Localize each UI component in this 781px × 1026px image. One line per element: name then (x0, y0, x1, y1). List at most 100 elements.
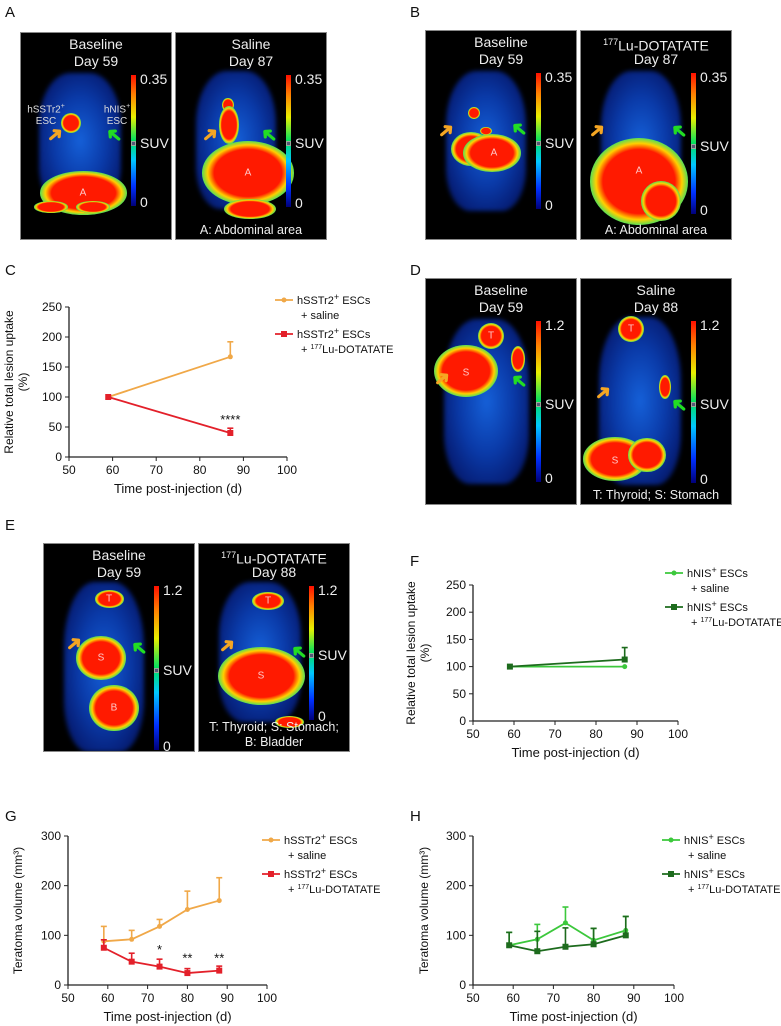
data-point (534, 948, 541, 955)
panel-caption: T: Thyroid; S: Stomach (592, 488, 720, 502)
scale-unit: SUV (163, 662, 192, 678)
x-tick-label: 50 (466, 727, 480, 741)
legend-text: Lu-DOTATATE (709, 884, 780, 896)
arrow-label-text: hNIS (103, 104, 127, 116)
scale-min: 0 (545, 197, 553, 213)
pet-image-panel-a-baseline: Baseline Day 59 A 0.35 SUV 0 ➜ ➜ hSSTr2+ ESC hNIS+… (20, 32, 172, 240)
uptake-hotspot (201, 141, 295, 205)
x-tick-label: 100 (277, 463, 297, 477)
series-line-lu_nis (509, 658, 625, 668)
color-scale-marker (536, 401, 541, 407)
superscript: + (708, 832, 713, 842)
uptake-hotspot (218, 106, 240, 144)
title-text: Baseline (474, 282, 528, 298)
legend-text: ESCs (326, 869, 358, 881)
panel-day: Day 87 (633, 51, 679, 67)
organ-label: S (97, 652, 105, 664)
superscript: + (711, 565, 716, 575)
title-text: Baseline (92, 547, 146, 563)
panel-title: Baseline (21, 36, 171, 53)
uptake-hotspot (75, 201, 111, 213)
title-text: Baseline (474, 34, 528, 50)
uptake-hotspot (434, 344, 498, 398)
data-point (621, 656, 628, 663)
legend-entry-line2: + saline (301, 310, 339, 322)
legend-entry-line1: hNIS+ ESCs (684, 866, 745, 881)
panel-caption: A: Abdominal area (199, 223, 303, 237)
legend-entry-line1: hNIS+ ESCs (687, 599, 748, 614)
title-text: Saline (636, 282, 676, 298)
superscript: + (321, 832, 326, 842)
data-point (562, 943, 569, 950)
y-axis-label: (%) (418, 644, 432, 663)
organ-label: S (257, 670, 265, 682)
color-scale-marker (131, 140, 136, 146)
legend-marker (268, 837, 274, 843)
organ-label: B (110, 702, 118, 714)
legend-text: ESCs (326, 835, 358, 847)
superscript: + (334, 326, 339, 336)
panel-title: Saline (176, 36, 326, 53)
chart-g: 50 60 70 80 90 100 0 100 200 300 Time post-injecti… (11, 829, 380, 1024)
pet-image-panel-e-baseline: Baseline Day 59 T S B 1.2 SUV 0 ➜ ➜ (43, 543, 195, 752)
legend-text: hNIS (687, 602, 711, 614)
color-scale-marker (691, 402, 696, 407)
y-tick-label: 100 (42, 390, 62, 404)
pet-image-panel-b-baseline: Baseline Day 59 A 0.35 SUV 0 ➜ ➜ (425, 30, 577, 240)
x-tick-label: 50 (61, 991, 75, 1005)
pet-image-panel-b-lu: 177Lu-DOTATATE Day 87 A 0.35 SUV 0 ➜ ➜ A: Abdomi… (580, 30, 732, 240)
legend-text: ESCs (717, 602, 749, 614)
legend-entry-line2: + saline (288, 850, 326, 862)
x-tick-label: 70 (141, 991, 155, 1005)
data-point (506, 663, 513, 670)
arrow-label-sup: + (60, 103, 65, 110)
panel-title: 177Lu-DOTATATE (581, 34, 731, 55)
legend-text: + (301, 344, 310, 356)
legend-entry-line2: + 177Lu-DOTATATE (288, 884, 380, 896)
uptake-hotspot (628, 437, 666, 473)
arrow-label-sup: + (126, 103, 131, 110)
uptake-hotspot (640, 180, 682, 222)
legend-text: + (288, 884, 297, 896)
uptake-hotspot (510, 345, 526, 373)
uptake-hotspot (94, 590, 124, 608)
x-tick-label: 90 (630, 727, 644, 741)
panel-caption: B: Bladder (244, 735, 304, 749)
y-tick-label: 200 (42, 330, 62, 344)
color-scale-marker (691, 143, 696, 149)
legend-text: Lu-DOTATATE (309, 884, 380, 896)
y-tick-label: 100 (446, 928, 466, 942)
scale-unit: SUV (700, 396, 729, 412)
uptake-hotspot (468, 107, 480, 119)
uptake-hotspot (33, 201, 69, 213)
uptake-hotspot (617, 315, 645, 343)
legend-text: + (688, 884, 697, 896)
data-point (227, 354, 233, 360)
data-point (227, 430, 234, 436)
x-tick-label: 80 (181, 991, 195, 1005)
uptake-hotspot (76, 636, 126, 680)
uptake-hotspot (274, 716, 304, 728)
uptake-hotspot (659, 375, 671, 399)
scale-min: 0 (318, 708, 326, 724)
title-text: Lu-DOTATATE (236, 550, 327, 567)
legend-entry-line2: + 177Lu-DOTATATE (301, 344, 393, 356)
data-point (622, 664, 628, 670)
scale-min: 0 (163, 738, 171, 752)
legend-entry-line2: + saline (691, 583, 729, 595)
scale-unit: SUV (318, 647, 347, 663)
pet-image-panel-e-lu: 177Lu-DOTATATE Day 88 T S 1.2 SUV 0 ➜ ➜ T: Thyroi… (198, 543, 350, 752)
x-tick-label: 90 (627, 991, 641, 1005)
data-point (184, 970, 191, 977)
legend-entry-line2: + 177Lu-DOTATATE (688, 884, 780, 896)
panel-title: Saline (581, 282, 731, 299)
legend-text: + saline (301, 310, 339, 322)
panel-label-f: F (410, 553, 420, 570)
organ-label: T (627, 323, 635, 335)
y-tick-label: 0 (55, 450, 62, 464)
legend-marker (281, 297, 287, 303)
legend-text: Lu-DOTATATE (322, 344, 393, 356)
legend-marker (281, 331, 287, 337)
uptake-hotspot (480, 126, 492, 136)
